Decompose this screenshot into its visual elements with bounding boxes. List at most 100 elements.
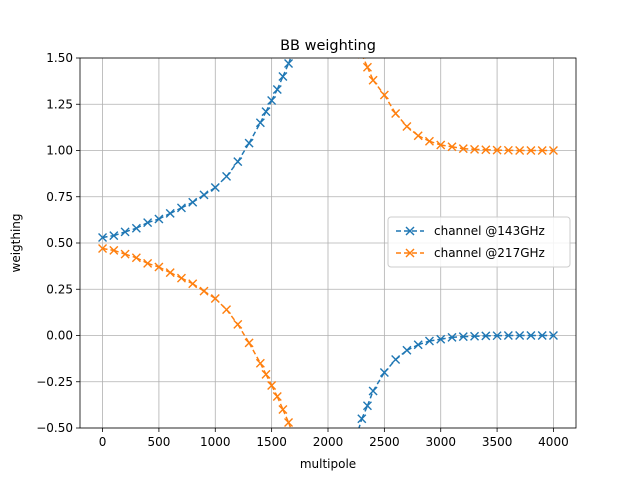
series-1-point [537, 331, 547, 340]
series-1-point [391, 355, 401, 365]
series-1-segment [372, 372, 386, 392]
x-tick-label: 4000 [538, 435, 569, 449]
series-1-segment [124, 227, 137, 233]
series-1-point [503, 331, 513, 340]
series-1-point [481, 331, 491, 341]
y-tick-label: 1.00 [46, 144, 73, 158]
series-2-point [458, 144, 468, 154]
x-tick-label: 3000 [425, 435, 456, 449]
series-1-point [515, 331, 525, 340]
series-1-segment [429, 338, 441, 342]
series-2-point [210, 294, 220, 303]
ticks: 0 500 1000 1500 2000 2500 3000 3500 4000 −0.50 −0.… [36, 51, 569, 449]
series-1-point [402, 345, 412, 355]
x-tick-label: 500 [147, 435, 170, 449]
series-2-point [391, 109, 401, 118]
series-1-point [154, 214, 164, 224]
series-2-point [503, 145, 513, 155]
series-2-point [492, 145, 502, 155]
series-1-point [284, 59, 294, 69]
y-tick-label: 0.75 [46, 190, 73, 204]
series-2-point [413, 131, 423, 141]
chart-title: BB weighting [280, 38, 376, 54]
y-tick-label: 1.50 [46, 51, 73, 65]
series-1-point [267, 96, 277, 106]
legend: channel @143GHz channel @217GHz [387, 216, 571, 268]
series-1-segment [287, 58, 292, 64]
legend-swatch-marker [405, 248, 415, 258]
series-2-segment [440, 144, 453, 148]
y-tick-label: 0.50 [46, 236, 73, 250]
series-1-segment [237, 142, 250, 162]
series-1-point [413, 340, 423, 350]
series-1-point [272, 84, 282, 94]
series-2-point [233, 319, 243, 329]
series-1-point [470, 331, 480, 341]
series-2-point [131, 253, 141, 263]
series-1-point [458, 332, 468, 342]
series-1-point [424, 336, 434, 346]
series-2-point [481, 145, 491, 155]
series-2-segment [276, 396, 284, 410]
series-2-segment [383, 94, 397, 114]
series-1-point [165, 208, 175, 218]
series-2-segment [463, 147, 475, 151]
series-2-point [526, 146, 536, 155]
series-2-segment [113, 249, 126, 255]
series-2-segment [248, 342, 262, 364]
series-1-point [199, 190, 209, 200]
series-1-point [436, 334, 446, 344]
series-1-point [188, 197, 198, 207]
series-1-point [526, 331, 536, 340]
series-1-point [210, 183, 220, 192]
series-1-segment [113, 231, 126, 237]
series-2-point [515, 146, 525, 155]
series-2-point [154, 262, 164, 272]
legend-label: channel @217GHz [434, 246, 545, 260]
series-2-point [222, 305, 232, 315]
series-2-point [165, 268, 175, 278]
series-2-point [176, 273, 186, 283]
series-1-point [548, 331, 558, 340]
series-1-segment [248, 122, 262, 144]
series-1-point [492, 331, 502, 341]
series-2-point [424, 136, 434, 146]
series-2-point [244, 338, 254, 348]
series-2-point [120, 249, 130, 259]
y-tick-label: 0.00 [46, 329, 73, 343]
series-2-point [261, 369, 271, 379]
series-2-point [267, 380, 277, 390]
series-2-point [272, 392, 282, 402]
series-2-segment [366, 66, 374, 81]
series-1 [98, 58, 558, 428]
series-2-point [143, 258, 153, 268]
series-2-point [470, 144, 480, 154]
x-tick-label: 3500 [482, 435, 513, 449]
series-1-segment [102, 234, 114, 239]
x-tick-label: 1500 [256, 435, 287, 449]
series-1-point [244, 138, 254, 148]
y-tick-label: 1.25 [46, 97, 73, 111]
series-1-segment [282, 63, 290, 77]
series-2-point [278, 405, 288, 414]
series-1-segment [451, 335, 464, 339]
series-2-segment [237, 324, 250, 344]
x-axis-label: multipole [300, 457, 356, 471]
series-2-segment [451, 146, 464, 150]
series-2-segment [429, 140, 441, 146]
series-2-segment [287, 422, 292, 428]
series-1-segment [276, 76, 284, 90]
series-2-point [368, 75, 378, 85]
series-1-point [222, 171, 232, 181]
series-2-point [402, 121, 412, 131]
series-1-segment [366, 390, 374, 407]
series-1-segment [440, 336, 453, 340]
series-2-point [436, 140, 446, 150]
series-1-segment [417, 340, 430, 346]
y-tick-label: −0.50 [36, 421, 73, 435]
x-tick-label: 1000 [200, 435, 231, 449]
series-1-point [447, 332, 457, 342]
series-2-segment [124, 253, 137, 259]
series-2-point [447, 142, 457, 152]
